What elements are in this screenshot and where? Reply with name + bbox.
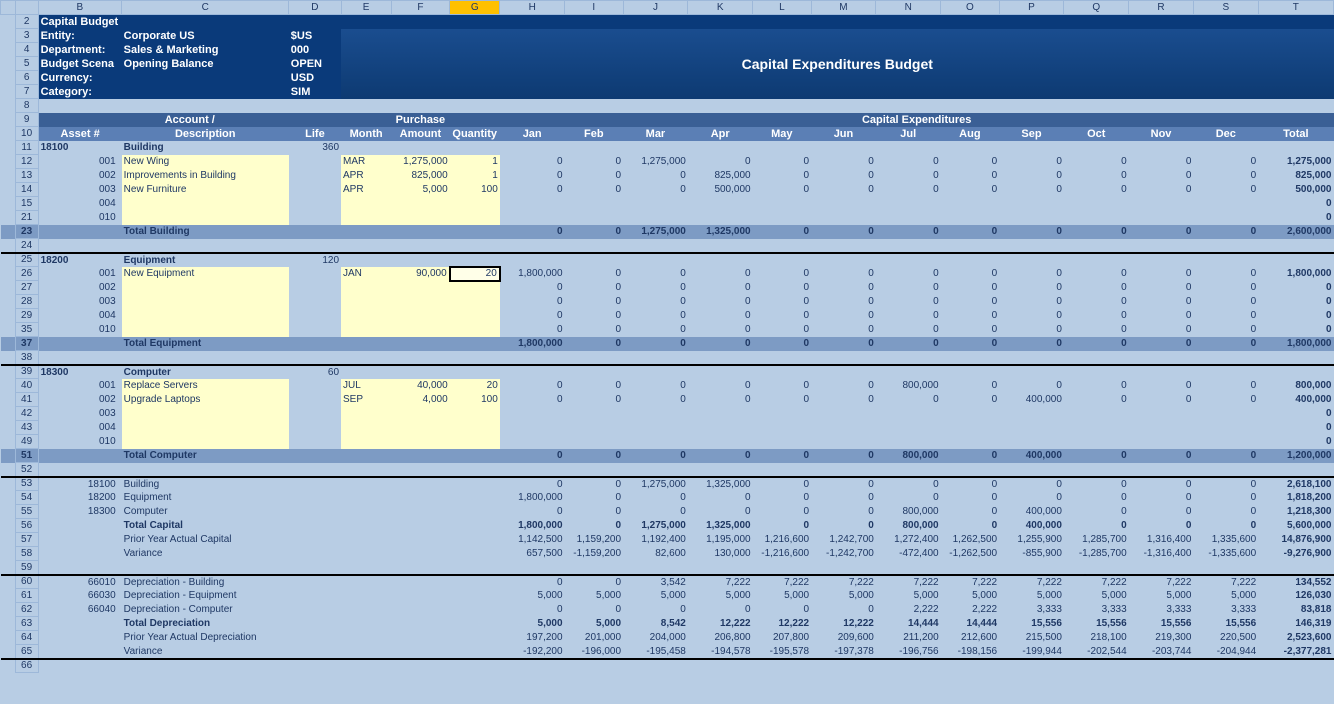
row-header-6[interactable]: 6 xyxy=(15,71,38,85)
col-header-P[interactable]: P xyxy=(999,1,1064,15)
spreadsheet-grid[interactable]: BCDEFGHIJKLMNOPQRST2Capital Budget3Entit… xyxy=(0,0,1334,673)
col-header-J[interactable]: J xyxy=(623,1,688,15)
row-header-61[interactable]: 61 xyxy=(15,589,38,603)
row-header-37[interactable]: 37 xyxy=(15,337,38,351)
row-header-39[interactable]: 39 xyxy=(15,365,38,379)
asset-desc[interactable] xyxy=(122,435,289,449)
col-header-N[interactable]: N xyxy=(876,1,941,15)
row-header-41[interactable]: 41 xyxy=(15,393,38,407)
col-header-E[interactable]: E xyxy=(341,1,391,15)
row-header-28[interactable]: 28 xyxy=(15,295,38,309)
row-header-60[interactable]: 60 xyxy=(15,575,38,589)
asset-desc[interactable] xyxy=(122,323,289,337)
row-header-51[interactable]: 51 xyxy=(15,449,38,463)
row-header-58[interactable]: 58 xyxy=(15,547,38,561)
col-header-M[interactable]: M xyxy=(811,1,876,15)
col-header-B[interactable]: B xyxy=(38,1,122,15)
asset-desc[interactable]: Improvements in Building xyxy=(122,169,289,183)
asset-desc[interactable] xyxy=(122,421,289,435)
asset-desc[interactable] xyxy=(122,281,289,295)
row-header-26[interactable]: 26 xyxy=(15,267,38,281)
active-cell[interactable]: 20 xyxy=(450,267,500,281)
col-header-K[interactable]: K xyxy=(688,1,753,15)
row-header-42[interactable]: 42 xyxy=(15,407,38,421)
col-header-T[interactable]: T xyxy=(1258,1,1333,15)
row-header-7[interactable]: 7 xyxy=(15,85,38,99)
row-header-24[interactable]: 24 xyxy=(15,239,38,253)
asset-desc[interactable] xyxy=(122,295,289,309)
asset-desc[interactable] xyxy=(122,407,289,421)
col-header-C[interactable]: C xyxy=(122,1,289,15)
col-header-S[interactable]: S xyxy=(1193,1,1258,15)
col-header-R[interactable]: R xyxy=(1129,1,1194,15)
row-header-23[interactable]: 23 xyxy=(15,225,38,239)
row-header-66[interactable]: 66 xyxy=(15,659,38,673)
row-header-10[interactable]: 10 xyxy=(15,127,38,141)
asset-desc[interactable]: Upgrade Laptops xyxy=(122,393,289,407)
row-header-54[interactable]: 54 xyxy=(15,491,38,505)
asset-desc[interactable] xyxy=(122,197,289,211)
row-header-35[interactable]: 35 xyxy=(15,323,38,337)
row-header-29[interactable]: 29 xyxy=(15,309,38,323)
row-header-40[interactable]: 40 xyxy=(15,379,38,393)
row-header-43[interactable]: 43 xyxy=(15,421,38,435)
row-header-14[interactable]: 14 xyxy=(15,183,38,197)
title-banner: Capital Expenditures Budget xyxy=(341,29,1333,99)
row-header-5[interactable]: 5 xyxy=(15,57,38,71)
row-header-59[interactable]: 59 xyxy=(15,561,38,575)
row-header-38[interactable]: 38 xyxy=(15,351,38,365)
row-header-21[interactable]: 21 xyxy=(15,211,38,225)
row-header-63[interactable]: 63 xyxy=(15,617,38,631)
row-header-3[interactable]: 3 xyxy=(15,29,38,43)
row-header-4[interactable]: 4 xyxy=(15,43,38,57)
asset-desc[interactable]: New Equipment xyxy=(122,267,289,281)
row-header-55[interactable]: 55 xyxy=(15,505,38,519)
row-header-15[interactable]: 15 xyxy=(15,197,38,211)
asset-desc[interactable]: New Furniture xyxy=(122,183,289,197)
row-header-56[interactable]: 56 xyxy=(15,519,38,533)
row-header-27[interactable]: 27 xyxy=(15,281,38,295)
row-header-25[interactable]: 25 xyxy=(15,253,38,267)
col-header-H[interactable]: H xyxy=(500,1,565,15)
row-header-52[interactable]: 52 xyxy=(15,463,38,477)
col-header-L[interactable]: L xyxy=(753,1,812,15)
row-header-12[interactable]: 12 xyxy=(15,155,38,169)
col-header-Q[interactable]: Q xyxy=(1064,1,1129,15)
col-header-[interactable] xyxy=(1,1,16,15)
row-header-53[interactable]: 53 xyxy=(15,477,38,491)
row-header-11[interactable]: 11 xyxy=(15,141,38,155)
row-header-13[interactable]: 13 xyxy=(15,169,38,183)
col-header-F[interactable]: F xyxy=(391,1,450,15)
row-header-9[interactable]: 9 xyxy=(15,113,38,127)
col-header-D[interactable]: D xyxy=(289,1,341,15)
col-header-[interactable] xyxy=(15,1,38,15)
asset-desc[interactable]: Replace Servers xyxy=(122,379,289,393)
asset-desc[interactable] xyxy=(122,211,289,225)
col-header-G[interactable]: G xyxy=(450,1,500,15)
row-header-8[interactable]: 8 xyxy=(15,99,38,113)
row-header-57[interactable]: 57 xyxy=(15,533,38,547)
row-header-2[interactable]: 2 xyxy=(15,15,38,29)
row-header-62[interactable]: 62 xyxy=(15,603,38,617)
col-header-I[interactable]: I xyxy=(565,1,624,15)
row-header-64[interactable]: 64 xyxy=(15,631,38,645)
row-header-49[interactable]: 49 xyxy=(15,435,38,449)
row-header-65[interactable]: 65 xyxy=(15,645,38,659)
asset-desc[interactable] xyxy=(122,309,289,323)
col-header-O[interactable]: O xyxy=(941,1,1000,15)
asset-desc[interactable]: New Wing xyxy=(122,155,289,169)
